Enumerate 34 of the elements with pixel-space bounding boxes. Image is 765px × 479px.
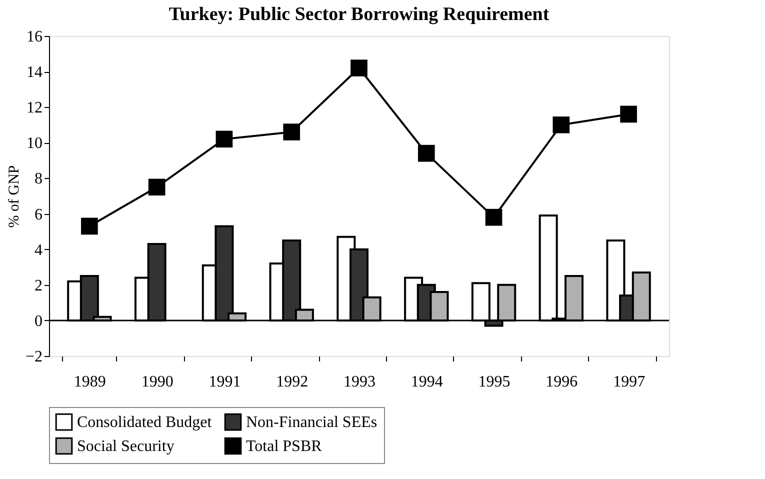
legend-label: Social Security — [77, 438, 174, 455]
legend-label: Total PSBR — [246, 438, 322, 455]
chart-title: Turkey: Public Sector Borrowing Requirement — [168, 4, 550, 25]
y-tick-label: 10 — [26, 135, 42, 152]
x-tick-label: 1995 — [478, 374, 510, 390]
x-tick-label: 1997 — [613, 374, 646, 390]
point — [620, 106, 637, 123]
y-axis-title: % of GNP — [6, 165, 22, 228]
point — [148, 178, 166, 196]
x-tick-label: 1990 — [141, 374, 174, 390]
x-tick-label: 1993 — [344, 374, 376, 390]
point — [350, 60, 368, 76]
point — [418, 144, 435, 162]
y-tick-label: 8 — [34, 170, 42, 188]
legend-label: Consolidated Budget — [77, 414, 212, 432]
point — [81, 218, 98, 235]
point — [283, 124, 300, 140]
y-tick-label: 2 — [34, 277, 42, 294]
point — [216, 130, 233, 148]
y-tick-label: 6 — [34, 206, 42, 224]
x-tick-label: 1989 — [74, 374, 106, 390]
x-tick-label: 1992 — [276, 374, 308, 390]
y-tick-label: 0 — [34, 312, 42, 330]
y-tick-label: 16 — [26, 28, 42, 46]
legend-label: Non-Financial SEEs — [246, 414, 378, 432]
y-tick-label: 14 — [26, 64, 42, 82]
x-tick-label: 1996 — [546, 374, 578, 390]
x-tick-label: 1991 — [208, 374, 241, 390]
point — [485, 208, 502, 226]
point — [552, 116, 570, 134]
y-tick-label: 4 — [34, 242, 42, 259]
x-tick-label: 1994 — [410, 374, 443, 390]
y-tick-label: −2 — [25, 348, 42, 366]
y-tick-label: 12 — [26, 100, 42, 117]
